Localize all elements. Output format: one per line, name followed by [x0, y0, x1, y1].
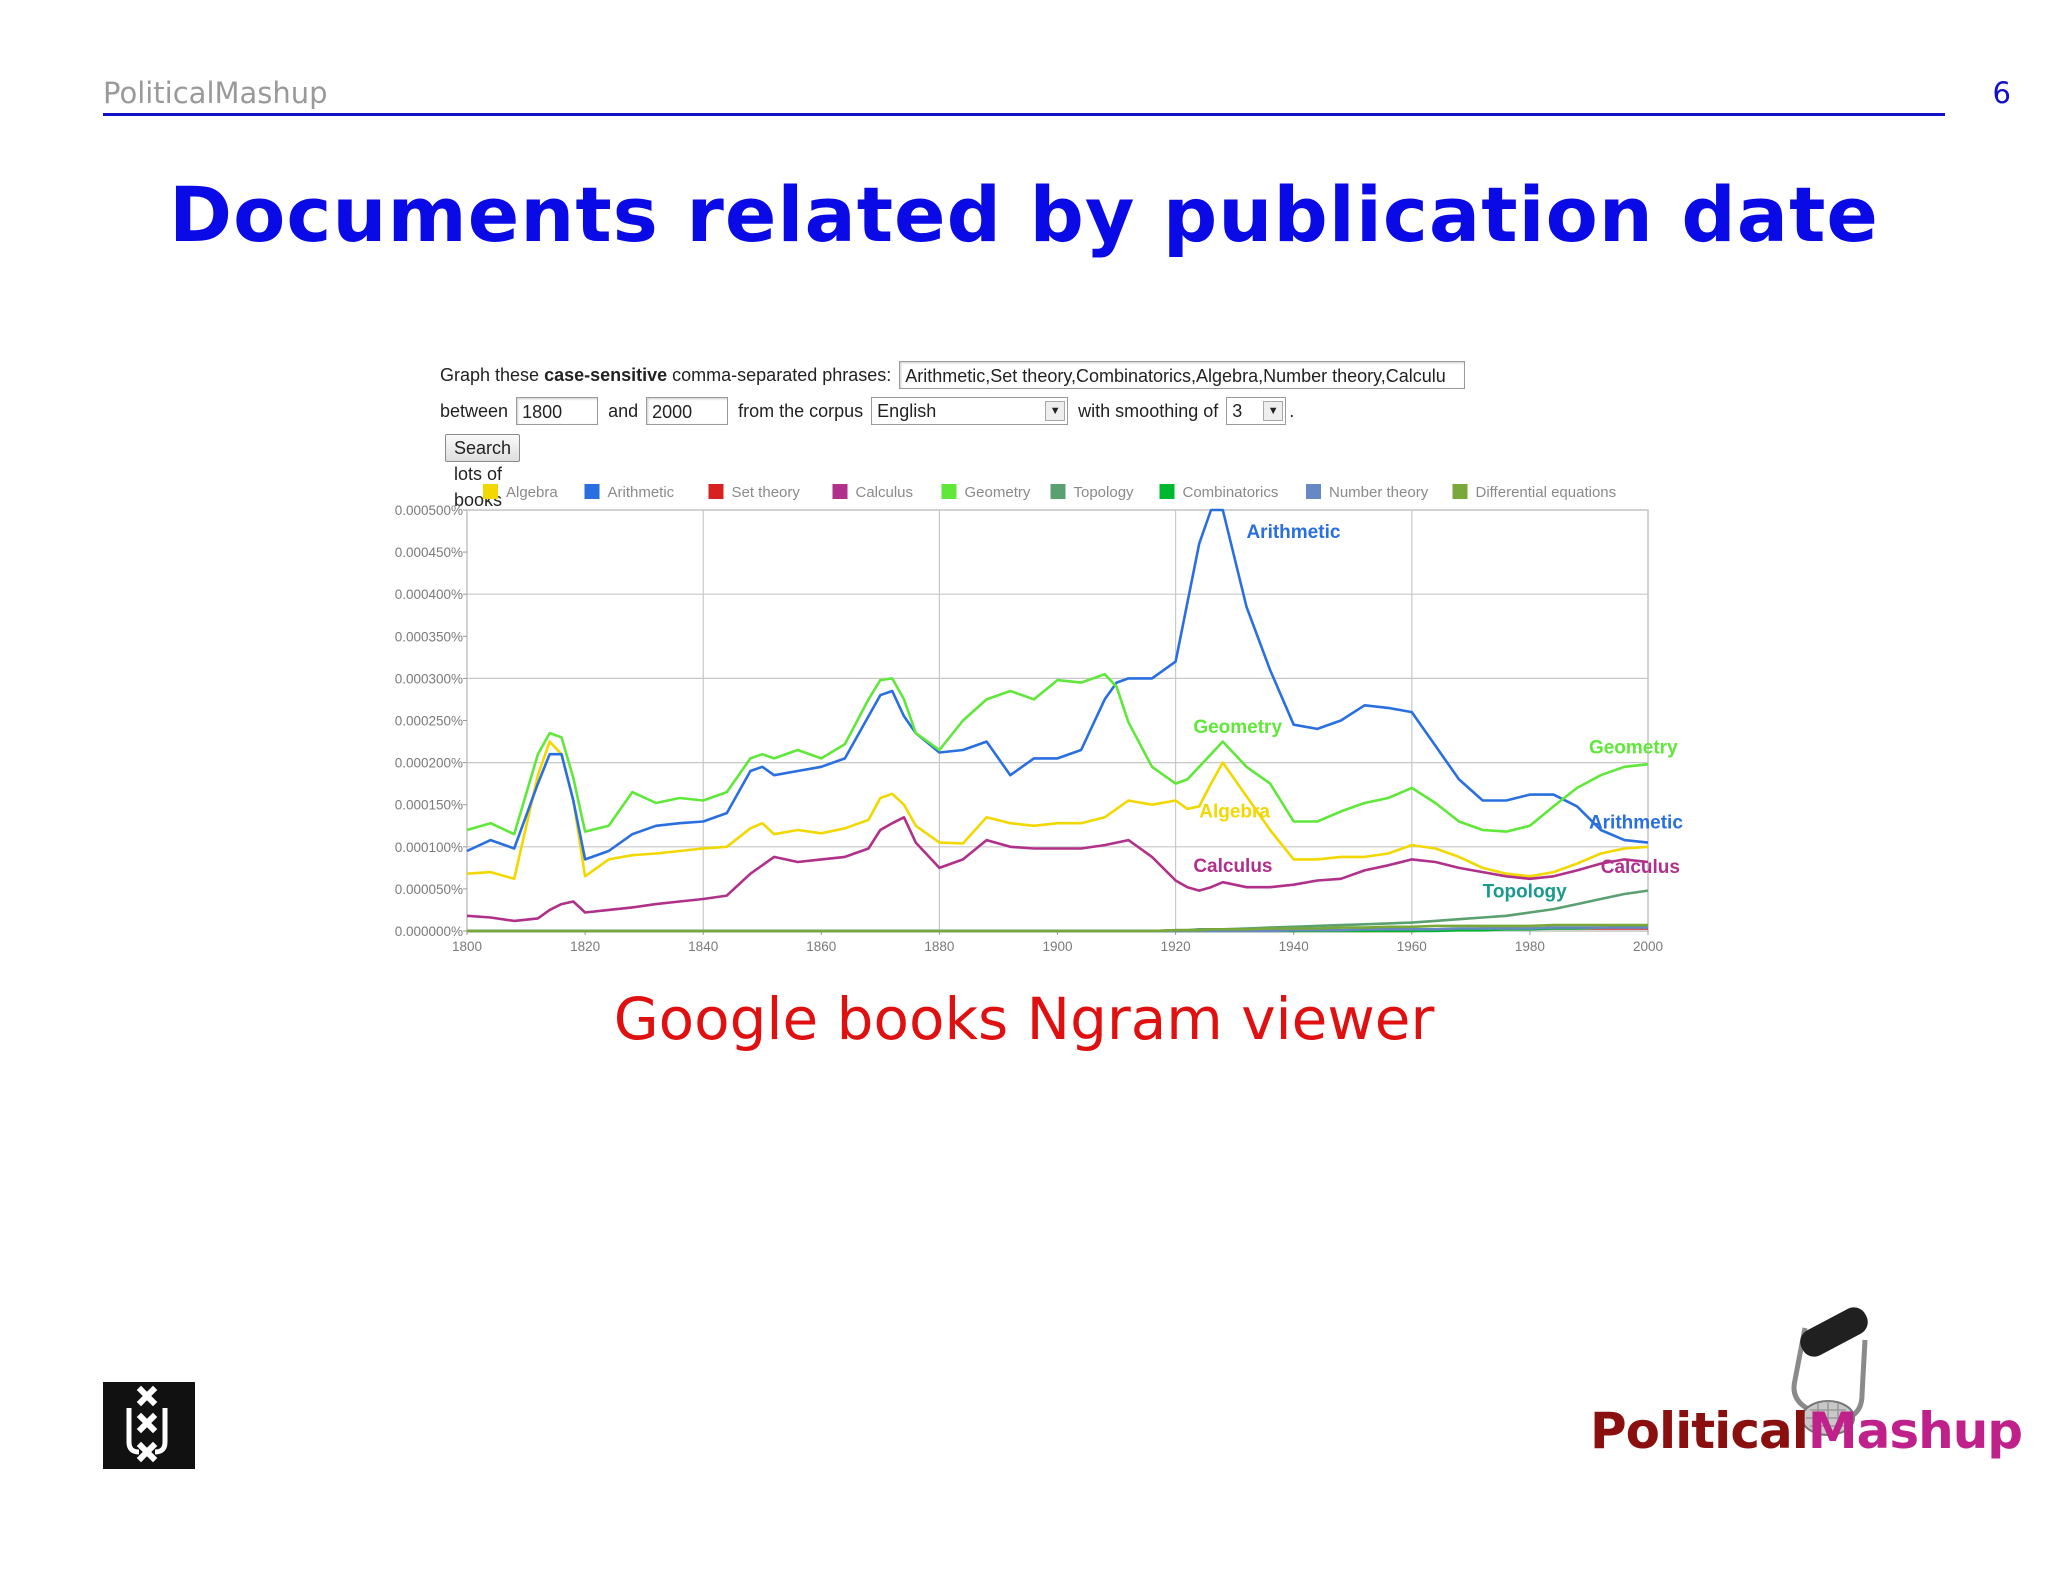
legend-label: Differential equations	[1476, 484, 1617, 501]
search-button[interactable]: Search lots of books	[445, 434, 521, 510]
annotation-label: Calculus	[1193, 856, 1272, 877]
series-line-arithmetic	[466, 508, 1649, 861]
end-year-input[interactable]: 2000	[646, 397, 729, 425]
legend-swatch	[832, 484, 848, 499]
wordmark-political: Political	[1590, 1402, 1809, 1460]
x-axis: 1800 1820 1840 1860 1880 1900 1920 1940 1960 1980…	[452, 931, 1663, 954]
x-tick-label: 1840	[688, 939, 718, 954]
legend-swatch	[1159, 484, 1175, 499]
legend-swatch	[708, 484, 724, 499]
legend-swatch	[1050, 484, 1066, 499]
y-tick-label: 0.000200%	[395, 756, 463, 771]
period-text: .	[1289, 400, 1295, 421]
legend-label: Topology	[1074, 484, 1135, 501]
x-tick-label: 1880	[924, 939, 954, 954]
legend-label: Set theory	[732, 484, 801, 501]
x-tick-label: 1960	[1397, 939, 1427, 954]
legend-label: Geometry	[965, 484, 1031, 501]
annotation-label: Calculus	[1601, 857, 1680, 878]
annotation-label: Topology	[1483, 881, 1568, 902]
smoothing-select[interactable]: 3 ▼	[1226, 397, 1287, 425]
series-line-geometry	[466, 672, 1649, 836]
x-tick-label: 1800	[452, 939, 482, 954]
legend-label: Combinatorics	[1183, 484, 1279, 501]
header-left-text: PoliticalMashup	[103, 76, 328, 110]
y-tick-label: 0.000500%	[395, 503, 463, 518]
corpus-label: from the corpus	[738, 400, 864, 421]
x-tick-label: 1860	[806, 939, 836, 954]
x-tick-label: 1820	[570, 939, 600, 954]
x-tick-label: 1980	[1515, 939, 1545, 954]
y-tick-label: 0.000450%	[395, 545, 463, 560]
y-tick-label: 0.000000%	[395, 924, 463, 939]
ngram-chart: Algebra Arithmetic Set theory Calculus Geome…	[395, 484, 1683, 954]
annotation-label: Arithmetic	[1246, 522, 1340, 543]
x-tick-label: 1940	[1279, 939, 1309, 954]
phrases-row: Graph these case-sensitive comma-separat…	[440, 361, 1466, 389]
x-tick-label: 1920	[1161, 939, 1191, 954]
potato-masher-icon	[1791, 1307, 1868, 1436]
phrases-label-rest: comma-separated phrases:	[667, 364, 892, 385]
legend-swatch	[584, 484, 600, 499]
caption: Google books Ngram viewer	[613, 985, 1435, 1053]
between-label: between	[440, 400, 509, 421]
series-line-differential-equations	[467, 923, 1648, 933]
legend-swatch	[1452, 484, 1468, 499]
y-tick-label: 0.000100%	[395, 840, 463, 855]
y-tick-label: 0.000300%	[395, 671, 463, 686]
start-year-input[interactable]: 1800	[516, 397, 599, 425]
slide-title: Documents related by publication date	[169, 170, 1879, 259]
smoothing-select-value: 3	[1232, 400, 1243, 421]
legend-label: Arithmetic	[608, 484, 675, 501]
range-row: between 1800 and 2000 from the corpus En…	[440, 397, 1294, 425]
chevron-down-icon[interactable]: ▼	[1263, 401, 1284, 421]
chevron-down-icon[interactable]: ▼	[1045, 401, 1066, 421]
legend-swatch	[1306, 484, 1321, 499]
series-lines	[466, 508, 1649, 933]
phrases-label-bold: case-sensitive	[544, 364, 668, 385]
uva-emblem-icon	[103, 1382, 195, 1469]
phrases-input[interactable]: Arithmetic,Set theory,Combinatorics,Alge…	[899, 361, 1466, 389]
uva-logo	[103, 1382, 195, 1469]
legend-swatch	[483, 484, 498, 499]
y-tick-label: 0.000050%	[395, 882, 463, 897]
corpus-select[interactable]: English ▼	[871, 397, 1069, 425]
legend-label: Calculus	[856, 484, 914, 501]
annotations: Arithmetic Geometry Algebra Calculus Geometr…	[1193, 522, 1683, 903]
series-line-calculus	[466, 816, 1649, 923]
annotation-label: Arithmetic	[1589, 812, 1683, 833]
politicalmashup-wordmark: PoliticalMashup	[1590, 1402, 2023, 1460]
page-number: 6	[1992, 76, 2011, 110]
header-rule	[103, 113, 1945, 116]
annotation-label: Geometry	[1193, 717, 1282, 738]
legend-label: Algebra	[506, 484, 558, 501]
y-tick-label: 0.000250%	[395, 714, 463, 729]
y-tick-label: 0.000150%	[395, 798, 463, 813]
x-tick-label: 2000	[1633, 939, 1663, 954]
phrases-label: Graph these	[440, 364, 545, 385]
legend-swatch	[941, 484, 957, 499]
politicalmashup-logo: PoliticalMashup	[1590, 1300, 2023, 1470]
legend-label: Number theory	[1329, 484, 1429, 501]
grid	[466, 509, 1649, 932]
y-axis: 0.000500% 0.000450% 0.000400% 0.000350% 0.00…	[395, 503, 467, 939]
x-tick-label: 1900	[1042, 939, 1072, 954]
annotation-label: Geometry	[1589, 737, 1678, 758]
y-tick-label: 0.000400%	[395, 587, 463, 602]
y-tick-label: 0.000350%	[395, 629, 463, 644]
plot-frame	[466, 509, 1649, 932]
wordmark-mashup: Mashup	[1807, 1402, 2023, 1460]
legend: Algebra Arithmetic Set theory Calculus Geome…	[483, 484, 1616, 501]
annotation-label: Algebra	[1199, 801, 1270, 822]
and-label: and	[608, 400, 639, 421]
smoothing-label: with smoothing of	[1078, 400, 1219, 421]
corpus-select-value: English	[877, 400, 937, 421]
series-line-algebra	[466, 740, 1649, 881]
